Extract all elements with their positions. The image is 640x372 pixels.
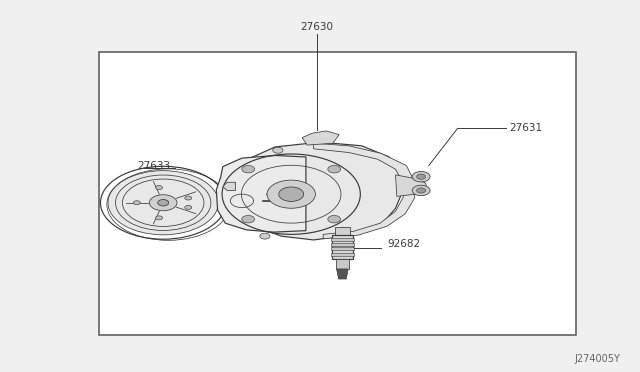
Circle shape [185, 196, 192, 200]
Polygon shape [216, 155, 306, 232]
Polygon shape [396, 175, 428, 196]
Bar [332, 235, 353, 259]
Circle shape [267, 180, 316, 208]
Bar [331, 243, 354, 246]
Bar [335, 227, 350, 235]
Circle shape [157, 199, 169, 206]
Circle shape [156, 186, 163, 190]
Polygon shape [337, 269, 348, 279]
Circle shape [221, 189, 263, 213]
Circle shape [185, 205, 192, 209]
Circle shape [133, 201, 140, 205]
Circle shape [149, 195, 177, 211]
Text: 92682: 92682 [387, 239, 420, 248]
Circle shape [108, 171, 218, 235]
Circle shape [279, 187, 303, 201]
Bar [336, 259, 349, 269]
Circle shape [412, 185, 430, 196]
Text: J274005Y: J274005Y [575, 354, 621, 364]
Circle shape [273, 147, 283, 153]
Circle shape [260, 233, 270, 239]
Circle shape [242, 215, 255, 223]
Circle shape [417, 174, 426, 179]
Text: 27631: 27631 [509, 124, 542, 133]
Polygon shape [314, 143, 415, 239]
Polygon shape [302, 131, 339, 145]
Circle shape [328, 215, 340, 223]
Circle shape [417, 188, 426, 193]
Text: 27630: 27630 [300, 22, 333, 32]
Circle shape [156, 216, 163, 220]
Bar [99, 52, 576, 335]
Circle shape [412, 171, 430, 182]
Bar [331, 247, 354, 250]
Bar [331, 238, 354, 241]
Text: 27633: 27633 [138, 161, 171, 170]
Polygon shape [223, 182, 236, 190]
Circle shape [328, 166, 340, 173]
Polygon shape [236, 142, 403, 240]
Bar [331, 253, 354, 256]
Circle shape [242, 166, 255, 173]
